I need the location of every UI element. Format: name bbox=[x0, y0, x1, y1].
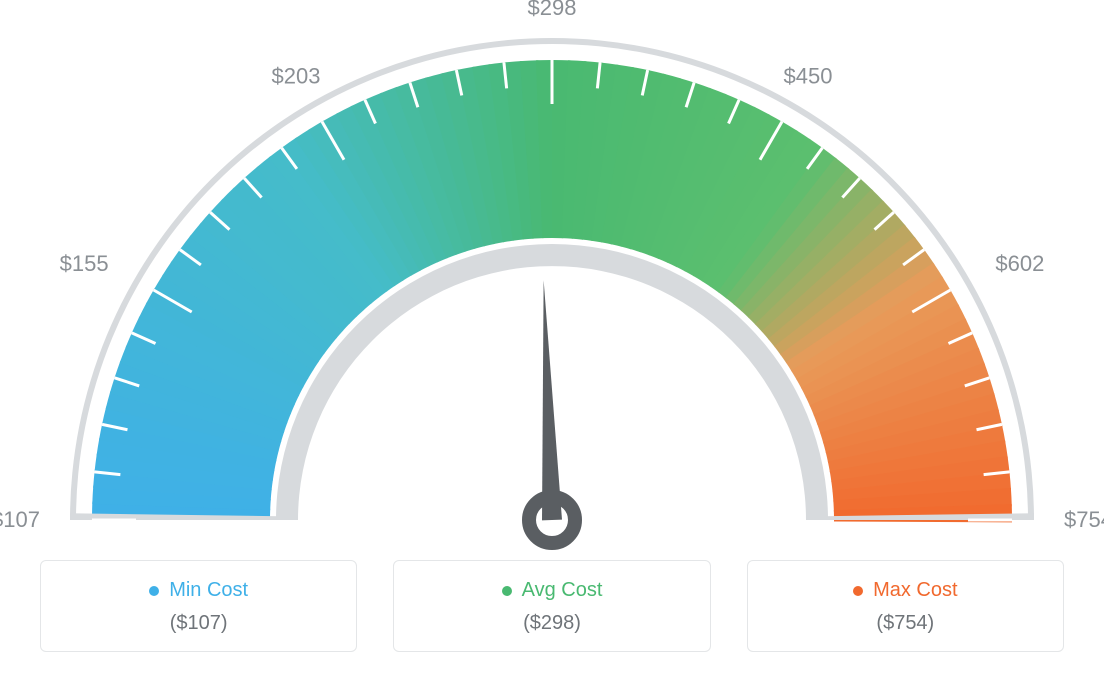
legend-card-min: Min Cost ($107) bbox=[40, 560, 357, 652]
svg-text:$602: $602 bbox=[995, 251, 1044, 276]
svg-text:$203: $203 bbox=[272, 64, 321, 89]
legend-label-avg: Avg Cost bbox=[522, 579, 603, 602]
gauge-svg: $107 $155 $203 $298 $450 $602 $754 bbox=[0, 0, 1104, 560]
legend-card-avg: Avg Cost ($298) bbox=[393, 560, 710, 652]
svg-text:$298: $298 bbox=[528, 0, 577, 20]
legend-title-avg: Avg Cost bbox=[502, 579, 603, 602]
legend-value-avg: ($298) bbox=[404, 612, 699, 635]
dot-icon bbox=[853, 586, 863, 596]
svg-text:$754: $754 bbox=[1064, 507, 1104, 532]
legend-title-min: Min Cost bbox=[149, 579, 248, 602]
svg-text:$155: $155 bbox=[60, 251, 109, 276]
legend-value-max: ($754) bbox=[758, 612, 1053, 635]
legend-label-max: Max Cost bbox=[873, 579, 957, 602]
legend-card-max: Max Cost ($754) bbox=[747, 560, 1064, 652]
legend-label-min: Min Cost bbox=[169, 579, 248, 602]
legend-title-max: Max Cost bbox=[853, 579, 957, 602]
dot-icon bbox=[149, 586, 159, 596]
legend-row: Min Cost ($107) Avg Cost ($298) Max Cost… bbox=[0, 560, 1104, 652]
dot-icon bbox=[502, 586, 512, 596]
gauge-chart: $107 $155 $203 $298 $450 $602 $754 bbox=[0, 0, 1104, 560]
svg-text:$107: $107 bbox=[0, 507, 40, 532]
svg-text:$450: $450 bbox=[784, 64, 833, 89]
legend-value-min: ($107) bbox=[51, 612, 346, 635]
